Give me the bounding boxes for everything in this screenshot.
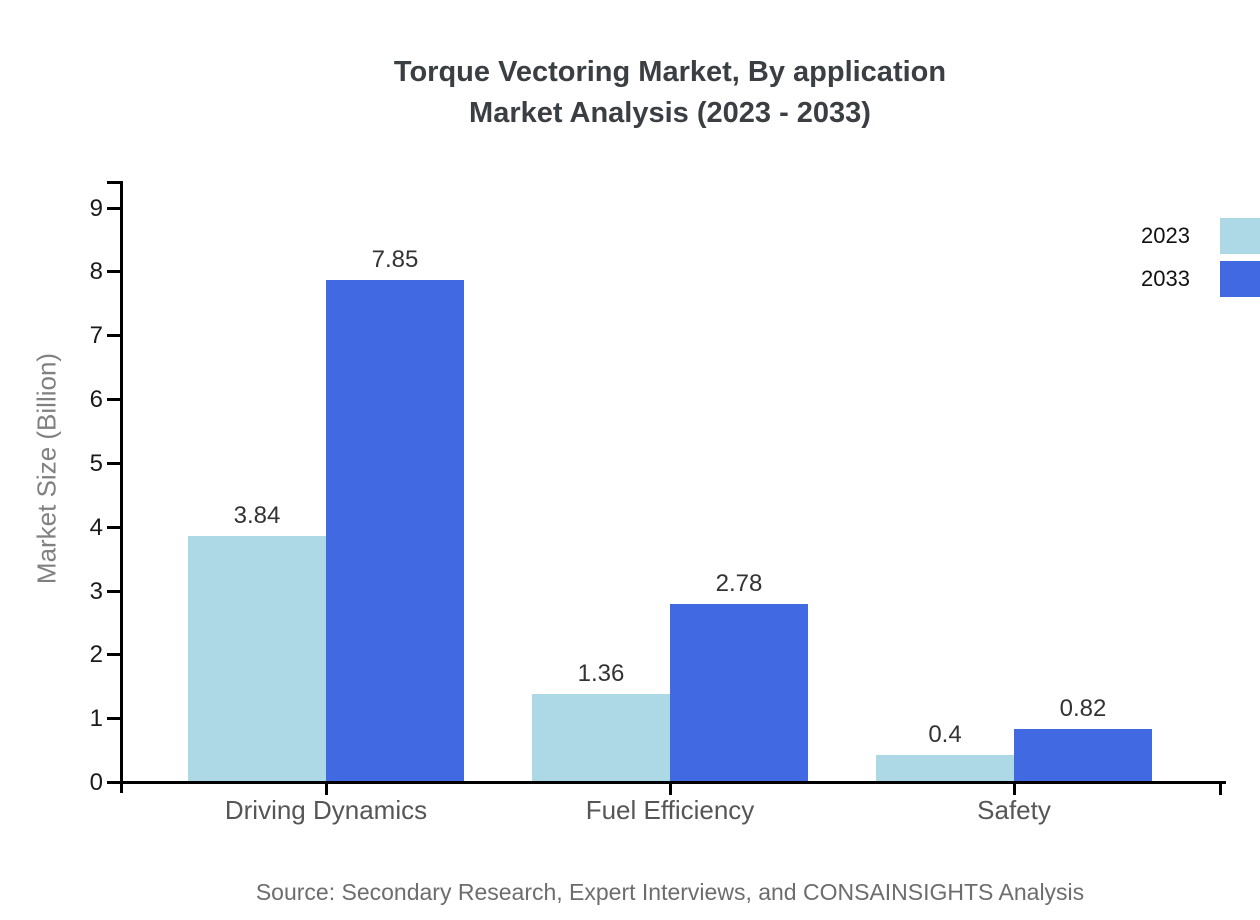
y-tick-label-8: 8 — [89, 258, 103, 286]
y-tick-5 — [107, 461, 120, 465]
bar-2023-2 — [876, 755, 1014, 781]
legend-item-2033: 2033 — [1141, 261, 1260, 297]
legend-swatch-2023 — [1220, 218, 1260, 254]
y-tick-9 — [107, 206, 120, 210]
bar-value-2033-0: 7.85 — [371, 246, 419, 273]
bar-2023-0 — [188, 536, 326, 781]
y-tick-7 — [107, 334, 120, 338]
y-tick-label-3: 3 — [89, 577, 103, 605]
bar-value-2023-2: 0.4 — [928, 721, 962, 748]
legend-item-2023: 2023 — [1141, 218, 1260, 254]
y-tick-3 — [107, 589, 120, 593]
legend: 2023 2033 — [1141, 218, 1260, 304]
x-category-label-1: Fuel Efficiency — [585, 795, 755, 825]
bar-2023-1 — [532, 694, 670, 781]
y-tick-label-0: 0 — [89, 769, 103, 796]
y-tick-label-7: 7 — [89, 322, 103, 350]
x-tick-0 — [325, 781, 328, 795]
bar-value-2033-1: 2.78 — [715, 570, 763, 597]
bar-value-2023-1: 1.36 — [577, 660, 625, 687]
x-category-label-0: Driving Dynamics — [224, 795, 428, 825]
x-tick-1 — [669, 781, 672, 795]
y-tick-label-6: 6 — [89, 386, 103, 413]
bar-value-2023-0: 3.84 — [233, 502, 281, 529]
legend-label-2023: 2023 — [1141, 223, 1190, 248]
y-tick-label-5: 5 — [89, 449, 103, 477]
y-tick-label-4: 4 — [89, 513, 103, 541]
chart-title-line2: Market Analysis (2023 - 2033) — [469, 97, 871, 129]
legend-label-2033: 2033 — [1141, 266, 1190, 291]
y-tick-label-2: 2 — [89, 641, 103, 669]
chart-title-line1: Torque Vectoring Market, By application — [393, 56, 947, 88]
bar-2033-1 — [670, 604, 808, 781]
y-tick-2 — [107, 653, 120, 657]
y-tick-4 — [107, 525, 120, 529]
bar-2033-2 — [1014, 729, 1152, 781]
y-tick-0 — [107, 781, 120, 784]
source-note: Source: Secondary Research, Expert Inter… — [255, 879, 1085, 905]
legend-swatch-2033 — [1220, 261, 1260, 297]
y-tick-8 — [107, 270, 120, 274]
y-axis-title: Market Size (Billion) — [31, 352, 62, 585]
x-tick-2 — [1013, 781, 1016, 795]
y-axis-end-tick — [107, 181, 120, 184]
x-axis-end-tick — [1219, 781, 1222, 795]
bar-value-2033-2: 0.82 — [1059, 695, 1107, 722]
y-tick-6 — [107, 398, 120, 401]
x-category-label-2: Safety — [977, 795, 1051, 825]
y-tick-1 — [107, 717, 120, 721]
chart-title: Torque Vectoring Market, By application … — [80, 52, 1260, 134]
bar-2033-0 — [326, 280, 464, 781]
y-tick-label-1: 1 — [89, 705, 103, 733]
x-axis-line — [107, 781, 1226, 784]
y-tick-label-9: 9 — [89, 194, 103, 222]
y-axis-line — [120, 181, 123, 793]
